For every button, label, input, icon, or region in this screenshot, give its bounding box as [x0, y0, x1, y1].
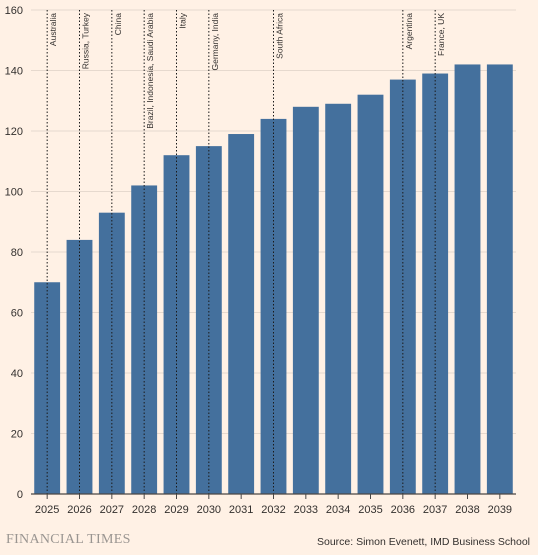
y-tick-label: 160	[5, 5, 23, 17]
y-tick-label: 100	[5, 187, 23, 199]
bar-chart: Australia Russia, Turkey China Brazil, Indo…	[5, 5, 516, 516]
y-tick-label: 0	[17, 489, 23, 501]
y-tick-label: 60	[11, 308, 23, 320]
x-tick-label: 2030	[197, 504, 221, 516]
bar-2039	[486, 64, 513, 494]
brand-logo-text: FINANCIAL TIMES	[6, 532, 131, 547]
bar-2033	[292, 106, 319, 495]
x-tick-label: 2038	[455, 504, 479, 516]
x-tick-label: 2031	[229, 504, 253, 516]
x-tick-label: 2025	[35, 504, 59, 516]
x-tick-label: 2029	[164, 504, 188, 516]
x-tick-label: 2039	[488, 504, 512, 516]
annotation-label: Russia, Turkey	[81, 12, 91, 69]
x-tick-label: 2037	[423, 504, 447, 516]
annotation-label: Brazil, Indonesia, Saudi Arabia	[145, 13, 155, 129]
x-tick-label: 2033	[294, 504, 318, 516]
x-tick-label: 2026	[67, 504, 91, 516]
bar-2031	[228, 134, 255, 494]
x-tick-label: 2027	[100, 504, 124, 516]
annotation-label: France, UK	[436, 13, 446, 56]
y-tick-label: 20	[11, 429, 23, 441]
bar-2034	[325, 103, 352, 495]
bar-2038	[454, 64, 481, 494]
annotation-label: South Africa	[275, 13, 285, 59]
annotation-label: China	[113, 13, 123, 35]
x-tick-label: 2028	[132, 504, 156, 516]
annotation-label: Argentina	[404, 13, 414, 50]
y-tick-label: 40	[11, 368, 23, 380]
bar-2035	[357, 94, 384, 494]
annotation-label: Italy	[178, 12, 188, 28]
x-tick-label: 2036	[391, 504, 415, 516]
x-tick-label: 2035	[358, 504, 382, 516]
bars	[34, 64, 513, 495]
y-tick-label: 120	[5, 126, 23, 138]
x-tick-label: 2034	[326, 504, 350, 516]
y-tick-label: 140	[5, 66, 23, 78]
annotation-label: Australia	[48, 13, 58, 46]
bar-2030	[195, 146, 222, 494]
y-tick-label: 80	[11, 247, 23, 259]
x-tick-label: 2032	[261, 504, 285, 516]
annotation-label: Germany, India	[210, 13, 220, 71]
source-note: Source: Simon Evenett, IMD Business Scho…	[316, 536, 530, 548]
axes: 0 20 40 60 80 100 120 140 160 2025 2026 2027 2028 202…	[5, 5, 516, 516]
annotations: Australia Russia, Turkey China Brazil, Indo…	[46, 10, 446, 494]
